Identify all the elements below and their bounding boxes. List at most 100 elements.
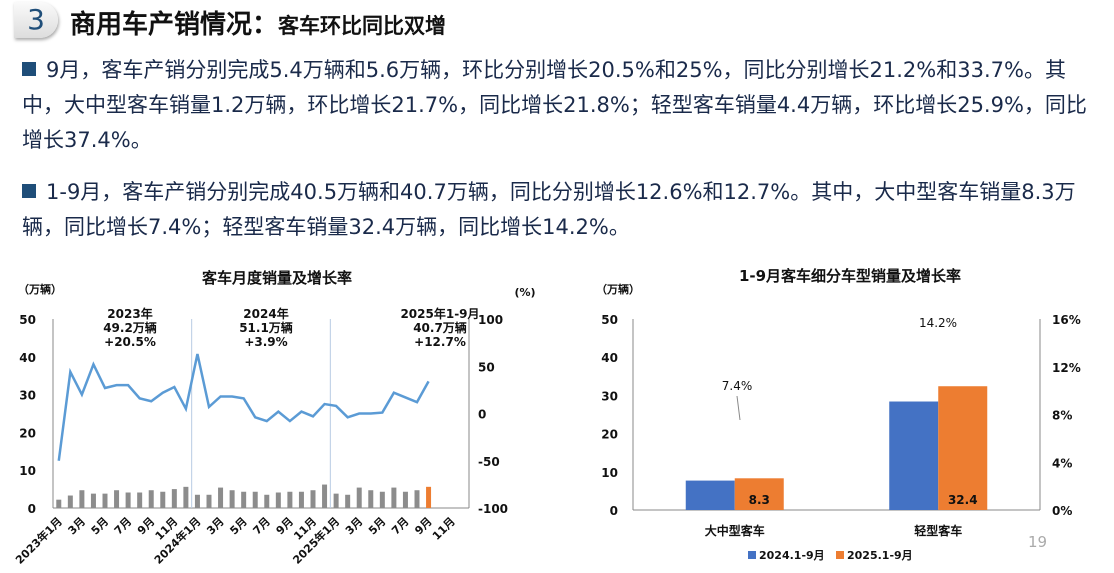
chart2-y2tick: 8% <box>1052 409 1072 423</box>
chart2-y2tick: 12% <box>1052 361 1081 375</box>
chart2-ytick: 50 <box>601 313 618 327</box>
chart1-xtick: 3月 <box>204 515 226 537</box>
chart1-sales-bar <box>426 486 432 508</box>
chart1-y2label: (%) <box>514 286 535 299</box>
chart1-y2tick: 0 <box>478 408 486 422</box>
chart2-legend-label: 2025.1-9月 <box>847 549 913 562</box>
chart1-y2tick: -50 <box>478 455 500 469</box>
chart2-title: 1-9月客车细分车型销量及增长率 <box>739 267 961 285</box>
chart1-sales-bar <box>414 490 420 508</box>
chart1-sales-bar <box>67 495 73 508</box>
chart1-sales-bar <box>402 491 408 508</box>
chart1-annotation-total: 51.1万辆 <box>239 320 293 335</box>
chart1-sales-bar <box>171 489 177 508</box>
chart1-sales-bar <box>148 490 154 508</box>
chart1-sales-bar <box>229 490 235 508</box>
chart1-ytick: 40 <box>19 351 36 365</box>
chart2-leader-line <box>736 395 741 421</box>
chart1-xtick: 7月 <box>251 515 273 537</box>
chart2-ytick: 20 <box>601 428 618 442</box>
chart1-ytick: 30 <box>19 389 36 403</box>
chart1-y2tick: 50 <box>478 360 495 374</box>
chart1-sales-bar <box>264 494 270 508</box>
chart1-sales-bar <box>310 490 316 508</box>
chart2-bar-2024 <box>889 401 939 510</box>
paragraph-text: 9月，客车产销分别完成5.4万辆和5.6万辆，环比分别增长20.5%和25%，同… <box>22 58 1087 152</box>
chart1-annotation-year: 2023年 <box>107 306 152 321</box>
chart1-xtick: 7月 <box>112 515 134 537</box>
chart1-sales-bar <box>368 490 374 508</box>
chart2-category-label: 轻型客车 <box>914 523 962 538</box>
paragraph-text: 1-9月，客车产销分别完成40.5万辆和40.7万辆，同比分别增长12.6%和1… <box>22 180 1076 239</box>
bullet-icon <box>22 184 36 198</box>
chart2-ylabel: （万辆） <box>596 282 640 296</box>
chart1-ytick: 20 <box>19 426 36 440</box>
chart1-annotation-growth: +3.9% <box>244 335 287 349</box>
chart1-sales-bar <box>194 494 200 508</box>
chart2-growth-label: 14.2% <box>919 316 957 330</box>
chart2-data-label: 32.4 <box>948 493 978 507</box>
chart2-ytick: 0 <box>610 504 618 518</box>
chart1-sales-bar <box>206 494 212 508</box>
chart1-y2tick: -100 <box>478 502 508 516</box>
chart1-ytick: 0 <box>28 502 36 516</box>
page-number: 19 <box>1028 533 1048 551</box>
chart2-y2tick: 16% <box>1052 313 1081 327</box>
chart2-ytick: 30 <box>601 389 618 403</box>
chart1-title: 客车月度销量及增长率 <box>201 269 352 287</box>
chart1-sales-bar <box>345 494 351 508</box>
chart1-sales-bar <box>114 490 120 508</box>
paragraph-september: 9月，客车产销分别完成5.4万辆和5.6万辆，环比分别增长20.5%和25%，同… <box>22 53 1102 158</box>
section-number-badge: 3 <box>14 2 58 38</box>
chart1-sales-bar <box>102 493 108 508</box>
chart2-growth-label: 7.4% <box>722 379 753 393</box>
chart2-y2tick: 4% <box>1052 456 1072 470</box>
chart2-bar-2024 <box>685 480 735 510</box>
chart1-sales-bar <box>183 486 189 508</box>
chart2-legend-swatch <box>836 551 844 559</box>
chart1-sales-bar <box>90 493 96 508</box>
chart1-xtick: 5月 <box>89 515 111 537</box>
chart1-ylabel: （万辆） <box>18 282 62 296</box>
chart1-ytick: 50 <box>19 313 36 327</box>
chart1-annotation-total: 49.2万辆 <box>103 320 157 335</box>
chart2-legend-swatch <box>748 551 756 559</box>
chart1-sales-bar <box>56 499 62 508</box>
chart2-ytick: 10 <box>601 466 618 480</box>
title-sub: 客车环比同比双增 <box>278 14 447 38</box>
chart1-sales-bar <box>391 487 397 508</box>
page-title: 商用车产销情况：客车环比同比双增 <box>70 4 446 41</box>
chart1-xtick: 7月 <box>389 515 411 537</box>
chart1-growth-line <box>57 353 430 461</box>
chart1-sales-bar <box>241 491 247 508</box>
chart1-sales-bar <box>379 491 385 508</box>
chart2-ytick: 40 <box>601 351 618 365</box>
chart1-annotation-year: 2025年1-9月 <box>400 306 479 321</box>
chart1-xtick: 5月 <box>227 515 249 537</box>
chart1-xtick: 3月 <box>66 515 88 537</box>
chart2-bar-2025 <box>734 478 784 510</box>
chart1-sales-bar <box>275 492 281 508</box>
chart2-bar-2025 <box>938 386 988 510</box>
chart1-sales-bar <box>137 492 143 508</box>
chart1-annotation-growth: +12.7% <box>414 335 466 349</box>
chart1-annotation-year: 2024年 <box>243 306 288 321</box>
chart1-sales-bar <box>322 484 328 508</box>
chart1-sales-bar <box>218 487 224 508</box>
chart2-data-label: 8.3 <box>749 493 770 507</box>
chart1-sales-bar <box>252 491 258 508</box>
chart1-ytick: 10 <box>19 464 36 478</box>
chart1-sales-bar <box>287 491 293 508</box>
chart1-sales-bar <box>298 491 304 508</box>
chart1-annotation-growth: +20.5% <box>104 335 156 349</box>
chart1-y2tick: 100 <box>478 313 503 327</box>
chart1-annotation-total: 40.7万辆 <box>413 320 467 335</box>
chart2-legend-label: 2024.1-9月 <box>759 549 825 562</box>
paragraph-ytd: 1-9月，客车产销分别完成40.5万辆和40.7万辆，同比分别增长12.6%和1… <box>22 175 1102 245</box>
chart1-xtick: 11月 <box>430 515 458 543</box>
chart1-sales-bar <box>79 490 85 508</box>
chart2-category-label: 大中型客车 <box>705 523 765 538</box>
chart2-y2tick: 0% <box>1052 504 1072 518</box>
chart1-sales-bar <box>125 492 131 508</box>
